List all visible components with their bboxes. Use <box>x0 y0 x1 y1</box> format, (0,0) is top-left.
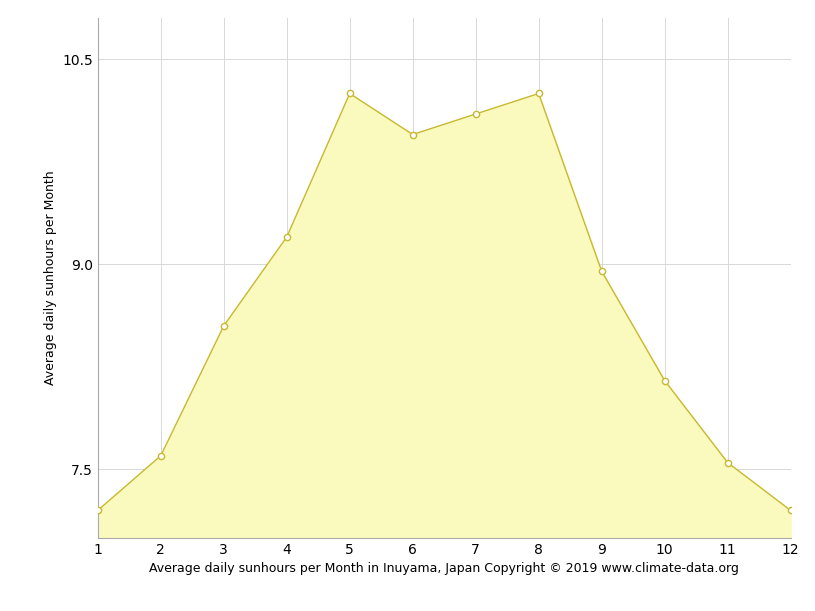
X-axis label: Average daily sunhours per Month in Inuyama, Japan Copyright © 2019 www.climate-: Average daily sunhours per Month in Inuy… <box>149 562 739 575</box>
Y-axis label: Average daily sunhours per Month: Average daily sunhours per Month <box>44 170 56 386</box>
